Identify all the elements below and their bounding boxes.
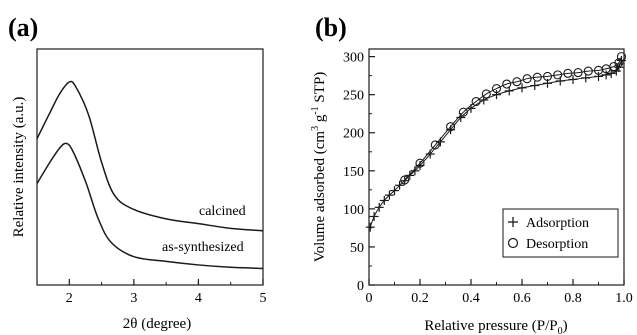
y-tick-label-b: 0 xyxy=(357,279,364,294)
data-point-desorption xyxy=(553,70,563,80)
data-point-desorption xyxy=(532,72,542,82)
data-point-adsorption xyxy=(425,149,435,159)
data-point-adsorption xyxy=(374,202,384,212)
y-tick-label-b: 50 xyxy=(350,241,364,256)
legend-label-desorption: Desorption xyxy=(526,237,588,252)
data-point-desorption xyxy=(583,66,593,76)
data-point-adsorption xyxy=(410,166,420,176)
y-tick-label-b: 250 xyxy=(343,89,364,104)
y-tick-label-b: 200 xyxy=(343,127,364,142)
data-point-desorption xyxy=(491,84,502,94)
data-point-desorption xyxy=(522,74,532,84)
x-tick-label-b: 0.6 xyxy=(513,291,531,306)
series-line-adsorption xyxy=(369,60,622,228)
x-tick-label-b: 0.4 xyxy=(462,291,480,306)
x-tick-labels-b: 0 0.2 0.4 0.6 0.8 1.0 xyxy=(366,291,633,306)
panel-label-b: (b) xyxy=(315,13,347,42)
plot-frame-a xyxy=(36,48,264,286)
data-point-desorption xyxy=(446,122,456,132)
data-point-adsorption xyxy=(466,103,476,113)
data-point-adsorption xyxy=(395,180,405,190)
data-point-adsorption xyxy=(365,222,375,232)
data-point-desorption xyxy=(430,140,440,150)
series-label-calcined: calcined xyxy=(199,204,246,219)
data-point-adsorption xyxy=(614,62,624,72)
data-point-adsorption xyxy=(601,70,611,80)
data-point-desorption xyxy=(458,107,468,117)
data-point-adsorption xyxy=(492,90,501,100)
y-tick-labels-b: 0 50 100 150 200 250 300 xyxy=(343,51,364,294)
axis-ticks-b xyxy=(368,56,625,286)
data-point-adsorption xyxy=(456,113,466,123)
x-ticks-a xyxy=(36,279,264,285)
series-line-calcined xyxy=(36,80,264,232)
data-point-desorption xyxy=(502,79,512,89)
x-tick-label-b: 1.0 xyxy=(615,291,633,306)
y-axis-title-a: Relative intensity (a.u.) xyxy=(11,97,27,238)
curves-a xyxy=(36,80,264,270)
y-tick-label-b: 300 xyxy=(343,51,364,66)
data-point-adsorption xyxy=(530,81,540,91)
legend-box xyxy=(502,208,619,258)
x-tick-label-a: 3 xyxy=(130,291,137,306)
panel-label-a: (a) xyxy=(8,13,38,42)
data-point-adsorption xyxy=(390,186,399,196)
x-tick-label-a: 4 xyxy=(195,291,202,306)
data-point-desorption xyxy=(593,65,604,75)
data-point-adsorption xyxy=(581,73,591,83)
x-axis-title-b: Relative pressure (P/P0) xyxy=(424,318,567,335)
data-point-desorption xyxy=(400,175,410,185)
data-point-adsorption xyxy=(517,83,527,93)
isotherm-lines-b xyxy=(369,56,622,228)
data-point-desorption xyxy=(481,89,491,99)
x-tick-label-a: 5 xyxy=(260,291,267,306)
data-point-adsorption xyxy=(405,170,415,180)
x-tick-label-a: 2 xyxy=(66,291,73,306)
legend-marker-desorption xyxy=(507,237,519,249)
data-point-adsorption xyxy=(369,211,379,221)
x-tick-label-b: 0 xyxy=(366,291,373,306)
series-line-as-synthesized xyxy=(36,142,264,270)
x-tick-label-b: 0.8 xyxy=(564,291,582,306)
y-axis-title-b: Volume adsorbed (cm3 g-1 STP) xyxy=(310,72,328,263)
data-point-desorption xyxy=(471,96,481,107)
data-point-adsorption xyxy=(384,190,394,200)
y-tick-label-b: 100 xyxy=(343,203,364,218)
series-label-as-synthesized: as-synthesized xyxy=(162,240,244,255)
data-point-adsorption xyxy=(568,74,578,84)
y-tick-label-b: 150 xyxy=(343,165,364,180)
data-point-desorption xyxy=(616,52,627,62)
x-tick-label-b: 0.2 xyxy=(411,291,429,306)
x-axis-title-a: 2θ (degree) xyxy=(123,316,191,332)
isotherm-markers-b xyxy=(365,52,627,232)
data-point-adsorption xyxy=(379,195,389,205)
data-point-adsorption xyxy=(504,86,514,96)
data-point-adsorption xyxy=(594,71,603,81)
data-point-desorption xyxy=(563,68,573,78)
data-point-desorption xyxy=(542,71,553,81)
legend-marker-adsorption xyxy=(508,217,518,227)
legend-b: Adsorption Desorption xyxy=(502,208,619,258)
x-tick-labels-a: 2 3 4 5 xyxy=(66,291,267,306)
data-point-desorption xyxy=(415,158,425,168)
data-point-desorption xyxy=(512,77,522,87)
data-point-desorption xyxy=(573,68,583,78)
data-point-adsorption xyxy=(606,68,616,78)
legend-label-adsorption: Adsorption xyxy=(526,216,589,231)
